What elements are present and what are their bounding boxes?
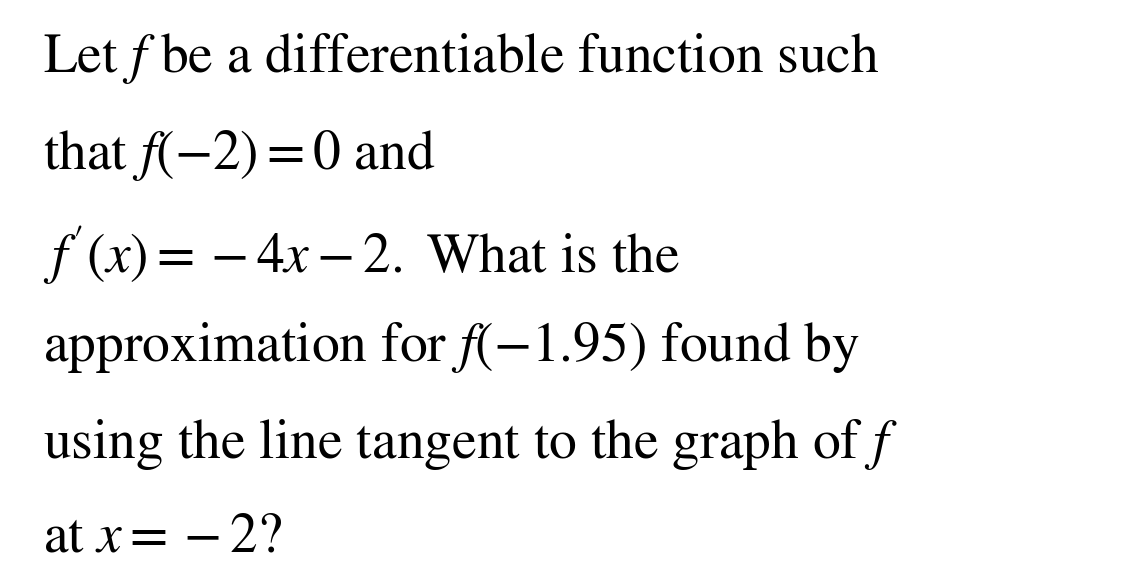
Text: Let $f$ be a differentiable function such: Let $f$ be a differentiable function suc… (43, 31, 880, 86)
Text: using the line tangent to the graph of $f$: using the line tangent to the graph of $… (43, 417, 898, 472)
Text: $f'(x) = -4x - 2.$ What is the: $f'(x) = -4x - 2.$ What is the (43, 224, 679, 287)
Text: approximation for $f(-1.95)$ found by: approximation for $f(-1.95)$ found by (43, 320, 860, 375)
Text: at $x = -2$?: at $x = -2$? (43, 513, 282, 564)
Text: that $f(-2) = 0$ and: that $f(-2) = 0$ and (43, 128, 435, 183)
